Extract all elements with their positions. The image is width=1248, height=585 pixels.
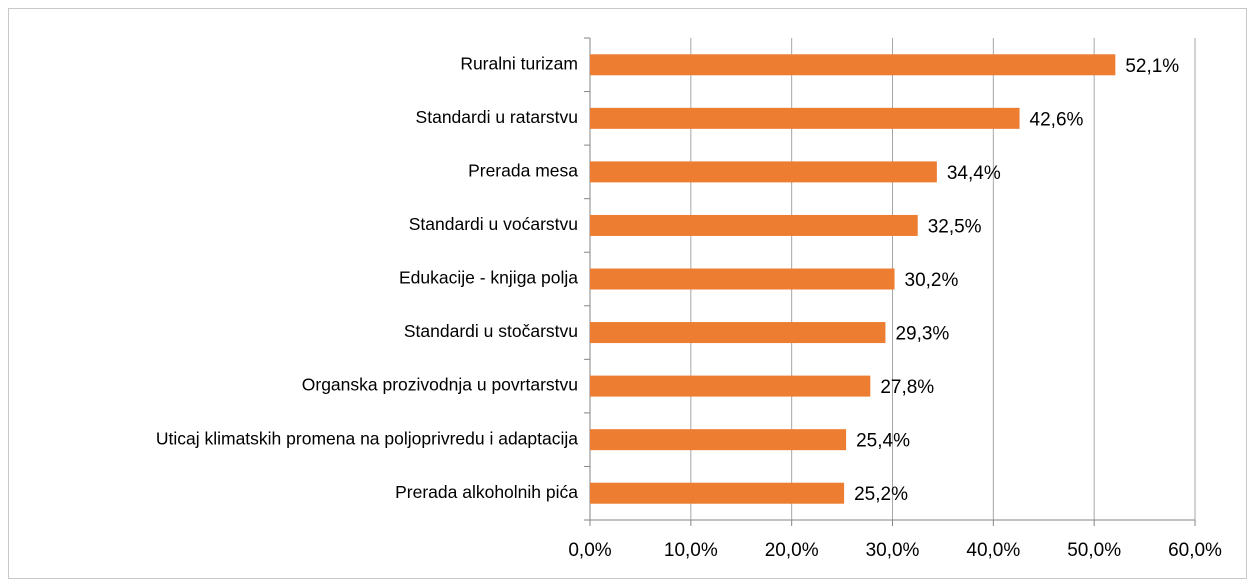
data-label: 34,4% [947, 163, 1001, 184]
data-label: 32,5% [928, 216, 982, 237]
y-tick-label: Standardi u voćarstvu [409, 214, 578, 234]
y-tick-label: Prerada mesa [468, 161, 578, 181]
y-tick-label: Standardi u ratarstvu [416, 107, 578, 127]
data-label: 52,1% [1125, 56, 1179, 77]
data-label: 30,2% [905, 270, 959, 291]
bar [590, 375, 871, 397]
y-tick-label: Prerada alkoholnih pića [395, 482, 578, 502]
bar [590, 107, 1020, 129]
data-label: 25,2% [854, 484, 908, 505]
x-tick-label: 50,0% [1067, 540, 1121, 561]
x-tick-label: 20,0% [765, 540, 819, 561]
y-tick-label: Organska prozivodnja u povrtarstvu [302, 375, 578, 395]
y-tick-label: Uticaj klimatskih promena na poljoprivre… [156, 428, 578, 448]
bar [590, 161, 937, 183]
y-tick-label: Ruralni turizam [460, 53, 578, 73]
x-tick-label: 30,0% [866, 540, 920, 561]
data-label: 27,8% [880, 377, 934, 398]
x-tick-label: 60,0% [1168, 540, 1222, 561]
x-tick-label: 10,0% [664, 540, 718, 561]
bar [590, 54, 1116, 76]
x-tick-label: 0,0% [568, 540, 611, 561]
bar [590, 322, 886, 344]
y-tick-label: Standardi u stočarstvu [404, 321, 578, 341]
bar [590, 482, 845, 504]
y-tick-label: Edukacije - knjiga polja [399, 268, 578, 288]
data-label: 29,3% [895, 324, 949, 345]
x-tick-label: 40,0% [966, 540, 1020, 561]
bar [590, 268, 895, 290]
data-label: 25,4% [856, 431, 910, 452]
data-label: 42,6% [1030, 109, 1084, 130]
bar [590, 429, 847, 451]
bar [590, 214, 918, 236]
